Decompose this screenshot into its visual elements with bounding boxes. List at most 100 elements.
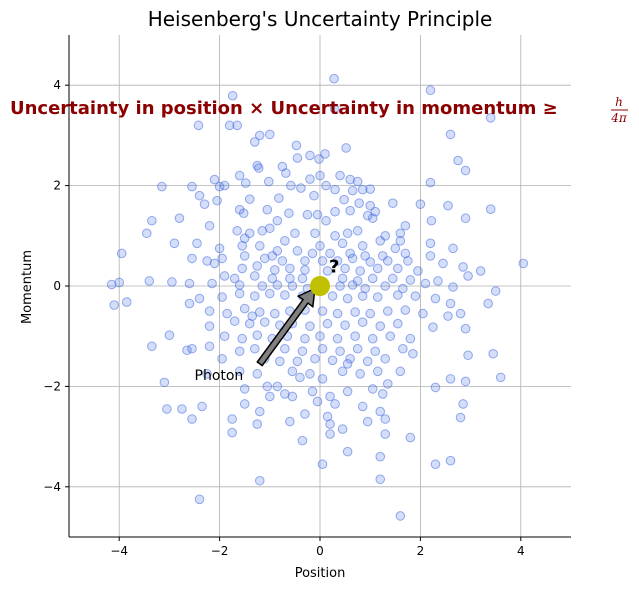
data-point [345,248,355,259]
data-point [352,225,363,236]
data-point [314,154,324,164]
data-point [234,288,245,299]
data-point [259,317,270,327]
data-point [297,273,308,284]
data-point [274,193,284,203]
data-point [347,253,358,264]
data-point [329,103,340,114]
data-point [147,341,157,352]
data-point [327,291,338,301]
data-point [177,404,187,414]
data-point [254,130,265,141]
data-point [347,280,358,290]
data-point [252,261,263,271]
data-point [280,236,290,246]
data-point [347,185,358,196]
data-point [320,149,330,159]
data-point [204,321,215,331]
data-point [330,206,340,217]
data-point [425,177,436,188]
data-point [204,220,215,231]
data-point [352,343,363,354]
data-point [398,283,408,294]
data-point [281,168,291,178]
data-point [362,356,373,367]
data-point [142,228,152,239]
data-point [362,416,373,427]
data-point [430,382,441,393]
data-point [443,311,453,321]
data-point [332,308,343,319]
data-point [357,401,368,412]
data-point [460,376,471,387]
data-point [337,238,348,249]
data-point [317,256,328,266]
data-point [354,198,364,208]
data-point [317,459,328,470]
data-point [249,291,260,301]
data-point [232,225,242,236]
particle [310,276,330,296]
data-point [263,176,274,187]
data-point [337,424,348,434]
data-point [488,348,498,359]
data-point [393,318,403,329]
data-point [232,120,242,131]
data-point [167,277,177,287]
data-point [237,263,247,274]
data-point [341,143,351,153]
data-point [272,215,283,226]
data-point [385,331,396,342]
data-point [244,194,255,204]
data-point [408,348,418,359]
data-point [207,278,217,289]
data-point [325,429,335,439]
data-point [395,236,406,246]
data-point [475,266,486,276]
data-point [204,306,215,316]
x-tick-label: 0 [316,544,324,558]
data-point [485,204,496,214]
data-point [214,181,225,192]
data-point [252,369,263,379]
data-point [400,220,411,231]
data-point [265,223,275,234]
data-point [292,356,303,367]
data-point [455,308,466,319]
data-point [428,322,438,332]
data-point [109,300,119,310]
data-point [443,200,453,211]
data-point [305,369,315,379]
data-point [184,298,195,309]
data-point [387,273,398,284]
data-point [518,258,529,269]
data-point [202,369,212,379]
data-point [438,258,448,269]
data-point [458,262,468,272]
data-point [335,281,345,291]
data-point [315,241,325,251]
data-point [330,231,340,241]
data-point [445,298,456,309]
data-point [272,381,283,392]
data-point [212,195,222,206]
data-point [252,419,263,429]
data-point [325,419,335,429]
data-point [342,359,353,369]
data-point [234,280,245,290]
data-point [121,297,132,307]
x-tick-label: −4 [110,544,128,558]
data-point [257,281,268,291]
data-point [291,140,302,151]
data-point [342,228,353,239]
data-point [375,406,386,417]
data-point [405,333,416,344]
data-point [325,391,335,402]
data-point [302,209,313,220]
data-point [224,120,235,131]
data-point [237,333,247,344]
data-point [254,406,265,417]
data-point [415,199,426,209]
data-point [297,435,308,446]
data-point [305,150,315,161]
